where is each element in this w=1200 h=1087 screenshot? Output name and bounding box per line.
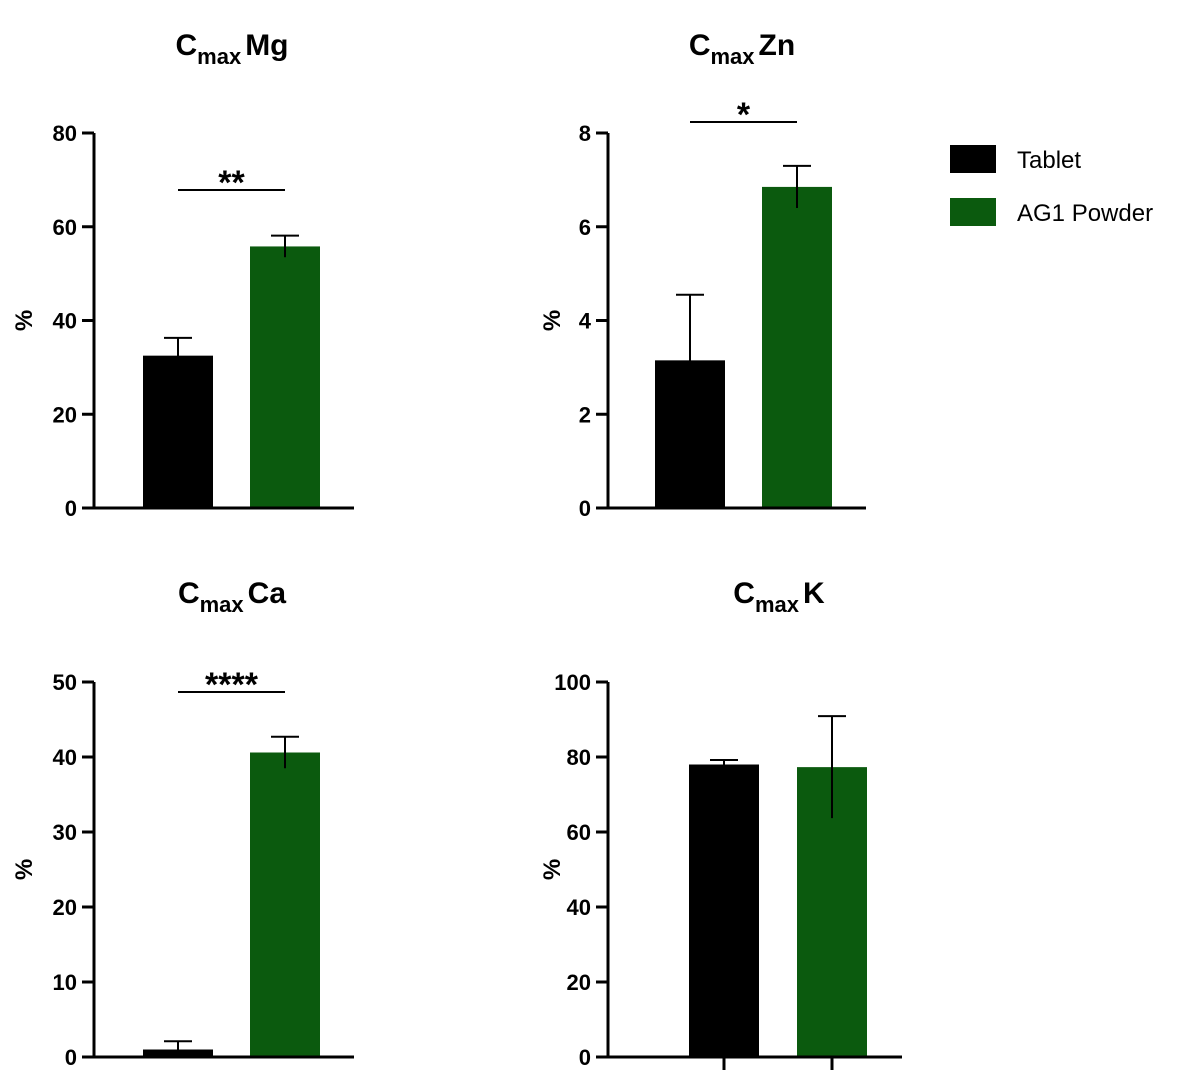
chart-title-element: K: [803, 577, 825, 610]
legend: Tablet AG1 Powder: [950, 145, 1153, 227]
chart-title: Cmax Mg: [175, 29, 288, 69]
y-tick-label: 20: [53, 402, 77, 427]
y-tick-label: 80: [567, 745, 591, 770]
legend-swatch-ag1-powder: [950, 198, 996, 226]
y-tick-label: 8: [579, 121, 591, 146]
chart-title: Cmax Zn: [689, 29, 795, 69]
chart-title-prefix: C: [733, 577, 755, 610]
significance-marker: **: [218, 164, 245, 202]
y-axis-label: %: [11, 859, 38, 880]
y-tick-label: 40: [53, 745, 77, 770]
bar-tablet: [143, 355, 213, 508]
bar-tablet: [689, 764, 759, 1057]
y-tick-label: 4: [579, 309, 592, 334]
y-tick-label: 50: [53, 670, 77, 695]
bar-ag1-powder: [250, 752, 320, 1057]
y-tick-label: 2: [579, 402, 591, 427]
chart-title: Cmax K: [733, 577, 825, 617]
y-axis-label: %: [539, 310, 566, 331]
chart-title-element: Ca: [248, 577, 287, 610]
chart-title-subscript: max: [197, 44, 242, 69]
chart-title-prefix: C: [689, 29, 711, 62]
y-tick-label: 0: [65, 1045, 77, 1070]
legend-swatch-tablet: [950, 145, 996, 173]
bar-ag1-powder: [250, 246, 320, 508]
legend-label-tablet: Tablet: [1017, 147, 1081, 174]
chart-panel: Cmax Mg% 0 20 40 60 80 **: [11, 29, 354, 521]
chart-panel: Cmax Zn% 0 2 4 6 8 *: [539, 29, 866, 521]
y-tick-label: 20: [53, 895, 77, 920]
y-axis-label: %: [539, 859, 566, 880]
y-tick-label: 30: [53, 820, 77, 845]
y-tick-label: 6: [579, 215, 591, 240]
y-tick-label: 0: [579, 1045, 591, 1070]
y-tick-label: 40: [567, 895, 591, 920]
significance-marker: ****: [205, 666, 259, 704]
significance-marker: *: [737, 96, 751, 134]
chart-title-prefix: C: [175, 29, 197, 62]
chart-title-subscript: max: [710, 44, 755, 69]
y-tick-label: 60: [53, 215, 77, 240]
y-tick-label: 60: [567, 820, 591, 845]
chart-title-prefix: C: [178, 577, 200, 610]
chart-title: Cmax Ca: [178, 577, 286, 617]
chart-title-element: Mg: [245, 29, 288, 62]
chart-title-subscript: max: [200, 592, 245, 617]
y-axis-label: %: [11, 310, 38, 331]
y-tick-label: 80: [53, 121, 77, 146]
y-tick-label: 0: [579, 496, 591, 521]
chart-panel: Cmax K% 0 20 40 60 80 100: [539, 577, 902, 1070]
y-tick-label: 10: [53, 970, 77, 995]
bar-ag1-powder: [762, 186, 832, 508]
y-tick-label: 20: [567, 970, 591, 995]
legend-label-ag1-powder: AG1 Powder: [1017, 200, 1153, 227]
chart-title-element: Zn: [759, 29, 796, 62]
chart-panel: Cmax Ca% 0 10 20 30 40 50 ****: [11, 577, 354, 1070]
chart-title-subscript: max: [755, 592, 800, 617]
y-tick-label: 100: [554, 670, 591, 695]
y-tick-label: 40: [53, 309, 77, 334]
y-tick-label: 0: [65, 496, 77, 521]
